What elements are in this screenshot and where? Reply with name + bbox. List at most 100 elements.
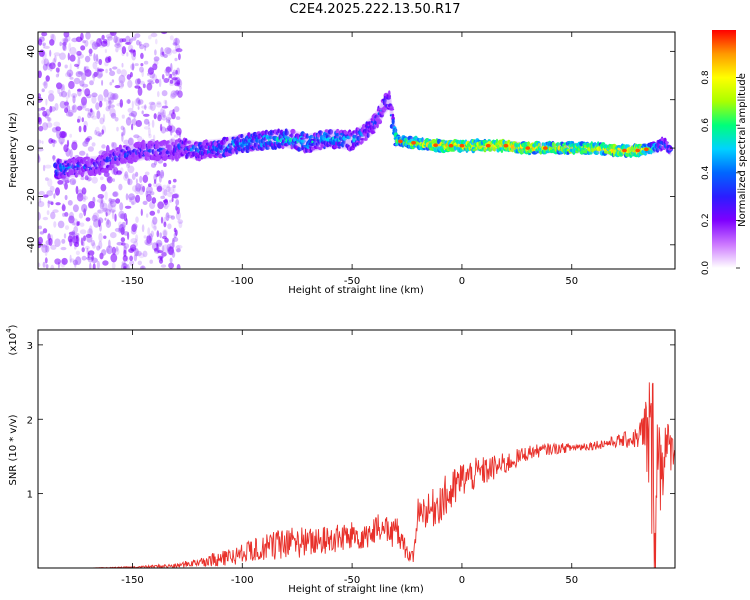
- heatmap-ridge-cell: [319, 131, 323, 137]
- heatmap-noise-cell: [159, 51, 166, 58]
- heatmap-noise-cell: [127, 99, 131, 104]
- heatmap-noise-cell: [98, 232, 103, 242]
- heatmap-noise-cell: [167, 125, 173, 132]
- x-tick-label: 0: [459, 276, 465, 287]
- heatmap-noise-cell: [52, 209, 59, 213]
- heatmap-noise-cell: [161, 32, 168, 35]
- heatmap-noise-cell: [176, 67, 181, 75]
- heatmap-noise-cell: [170, 137, 176, 143]
- heatmap-noise-cell: [75, 233, 80, 237]
- colorbar-tick-label: 0.8: [701, 70, 711, 85]
- heatmap-noise-cell: [150, 32, 158, 38]
- heatmap-noise-cell: [45, 109, 51, 117]
- heatmap-noise-cell: [161, 74, 165, 80]
- heatmap-noise-cell: [84, 69, 92, 77]
- heatmap-noise-cell: [85, 217, 91, 222]
- heatmap-noise-cell: [130, 238, 138, 244]
- heatmap-noise-cell: [148, 183, 152, 187]
- heatmap-noise-cell: [105, 34, 113, 39]
- heatmap-ridge-cell: [300, 137, 306, 140]
- heatmap-noise-cell: [143, 60, 149, 65]
- heatmap-ridge-cell: [92, 161, 97, 167]
- heatmap-noise-cell: [160, 195, 166, 199]
- heatmap-noise-cell: [81, 83, 89, 88]
- heatmap-noise-cell: [161, 252, 167, 257]
- heatmap-ridge-cell: [665, 141, 668, 144]
- heatmap-ridge-cell: [151, 149, 155, 155]
- heatmap-noise-cell: [38, 201, 45, 208]
- heatmap-noise-cell: [151, 242, 158, 251]
- heatmap-noise-cell: [38, 139, 42, 144]
- heatmap-noise-cell: [82, 241, 85, 247]
- snr-x-label: Height of straight line (km): [288, 584, 424, 595]
- heatmap-ridge-cell: [59, 158, 62, 164]
- heatmap-noise-cell: [162, 51, 165, 56]
- heatmap-noise-cell: [91, 257, 98, 264]
- heatmap-noise-cell: [172, 237, 179, 242]
- heatmap-noise-cell: [147, 79, 154, 83]
- heatmap-noise-cell: [82, 104, 85, 109]
- heatmap-ridge-cell: [225, 136, 229, 142]
- heatmap-noise-cell: [156, 101, 162, 105]
- heatmap-peak-cell: [411, 141, 416, 145]
- heatmap-noise-cell: [147, 67, 154, 75]
- heatmap-noise-cell: [131, 123, 134, 131]
- heatmap-ridge-cell: [346, 135, 351, 140]
- heatmap-noise-cell: [121, 46, 127, 55]
- heatmap-noise-cell: [149, 66, 153, 72]
- heatmap-noise-cell: [136, 97, 141, 104]
- heatmap-noise-cell: [173, 193, 180, 199]
- heatmap-noise-cell: [151, 197, 157, 204]
- heatmap-noise-cell: [118, 210, 125, 219]
- heatmap-noise-cell: [118, 227, 122, 234]
- heatmap-noise-cell: [97, 194, 105, 199]
- svg-text:(x104): (x104): [5, 324, 19, 355]
- heatmap-noise-cell: [99, 117, 105, 125]
- x-tick-label: 0: [459, 575, 465, 586]
- heatmap-noise-cell: [101, 34, 105, 40]
- heatmap-noise-cell: [164, 47, 172, 55]
- heatmap-noise-cell: [41, 59, 46, 65]
- heatmap-noise-cell: [69, 63, 72, 72]
- heatmap-noise-cell: [125, 218, 128, 226]
- heatmap-noise-cell: [57, 220, 65, 229]
- heatmap-noise-cell: [139, 66, 144, 73]
- heatmap-noise-cell: [126, 99, 131, 104]
- heatmap-noise-cell: [155, 78, 160, 84]
- heatmap-noise-cell: [170, 90, 178, 98]
- heatmap-noise-cell: [109, 198, 116, 203]
- heatmap-noise-cell: [160, 216, 164, 224]
- heatmap-noise-cell: [154, 49, 157, 56]
- heatmap-noise-cell: [64, 64, 68, 69]
- x-tick-label: -150: [121, 276, 144, 287]
- heatmap-noise-cell: [172, 237, 175, 244]
- heatmap-noise-cell: [128, 196, 132, 203]
- heatmap-noise-cell: [69, 258, 75, 263]
- snr-y-axis: 1 2 3: [27, 341, 675, 501]
- heatmap-noise-cell: [104, 217, 107, 221]
- heatmap-noise-cell: [139, 44, 145, 50]
- heatmap-noise-cell: [153, 173, 157, 182]
- heatmap-noise-cell: [131, 118, 137, 126]
- heatmap-noise-cell: [81, 101, 86, 110]
- heatmap-noise-cell: [111, 262, 116, 269]
- heatmap-ridge-cell: [186, 140, 192, 144]
- heatmap-noise-cell: [46, 122, 53, 128]
- heatmap-noise-cell: [54, 103, 59, 111]
- heatmap-noise-cell: [69, 178, 77, 186]
- heatmap-noise-cell: [59, 131, 66, 139]
- heatmap-noise-cell: [61, 238, 66, 244]
- heatmap-noise-cell: [106, 248, 110, 253]
- heatmap-noise-cell: [38, 236, 43, 245]
- heatmap-noise-cell: [141, 69, 144, 78]
- heatmap-ridge-cell: [556, 142, 559, 146]
- heatmap-noise-cell: [42, 42, 47, 47]
- heatmap-noise-cell: [71, 230, 76, 239]
- heatmap-noise-cell: [166, 47, 173, 56]
- heatmap-noise-cell: [51, 33, 56, 43]
- heatmap-noise-cell: [175, 116, 181, 120]
- heatmap-noise-cell: [105, 144, 110, 154]
- heatmap-ridge-cell: [109, 153, 113, 158]
- heatmap-noise-cell: [127, 178, 133, 186]
- heatmap-noise-cell: [146, 235, 152, 244]
